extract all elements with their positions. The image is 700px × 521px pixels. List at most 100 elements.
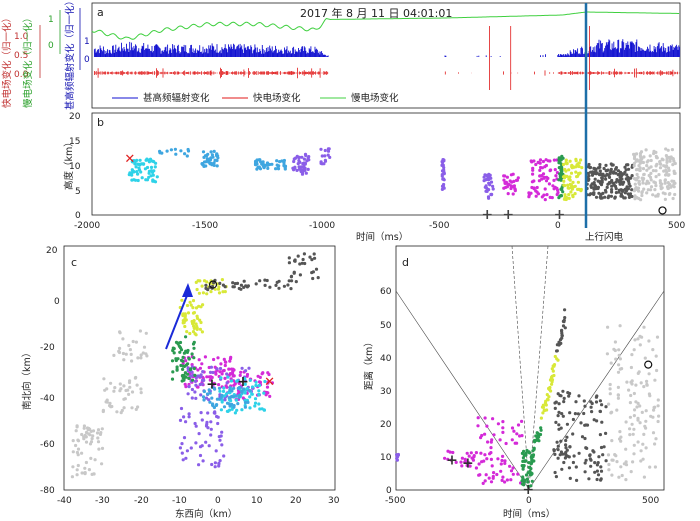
c-point bbox=[194, 322, 198, 326]
b-point bbox=[292, 157, 296, 161]
b-point bbox=[532, 179, 536, 183]
b-point bbox=[147, 171, 151, 175]
c-point bbox=[170, 377, 175, 381]
b-point bbox=[639, 198, 643, 202]
c-point bbox=[71, 439, 75, 443]
c-point bbox=[230, 394, 234, 398]
d-point bbox=[604, 405, 608, 409]
d-guide-right bbox=[528, 290, 665, 490]
d-point bbox=[597, 455, 601, 459]
b-point bbox=[571, 180, 575, 184]
d-point bbox=[503, 459, 507, 463]
b-point bbox=[209, 156, 213, 160]
c-point bbox=[213, 461, 217, 465]
c-point bbox=[253, 404, 257, 408]
c-point bbox=[242, 285, 246, 289]
c-point bbox=[242, 387, 246, 391]
c-point bbox=[198, 366, 202, 370]
c-point bbox=[229, 367, 234, 371]
b-point bbox=[442, 171, 446, 175]
c-point bbox=[210, 462, 214, 467]
b-point bbox=[602, 166, 606, 171]
d-point bbox=[600, 403, 604, 407]
c-point bbox=[193, 332, 197, 336]
d-point bbox=[651, 348, 655, 352]
c-point bbox=[237, 395, 241, 399]
b-point bbox=[155, 175, 159, 179]
c-ytick-m40: -40 bbox=[40, 394, 55, 404]
b-point bbox=[302, 157, 306, 161]
d-point bbox=[562, 400, 566, 404]
d-point bbox=[632, 452, 636, 456]
b-point bbox=[567, 196, 571, 200]
c-point bbox=[118, 331, 122, 335]
d-point bbox=[567, 455, 571, 459]
c-point bbox=[200, 284, 204, 288]
legend-vhf: 甚高频辐射变化 bbox=[143, 92, 210, 104]
c-point bbox=[113, 386, 117, 390]
b-point bbox=[441, 163, 445, 167]
c-point bbox=[193, 379, 198, 383]
c-point bbox=[198, 453, 203, 458]
b-point bbox=[215, 158, 219, 163]
c-point bbox=[222, 405, 227, 409]
c-point bbox=[190, 352, 194, 356]
b-point bbox=[549, 168, 553, 172]
c-point bbox=[138, 329, 142, 333]
b-point bbox=[553, 168, 557, 172]
b-point bbox=[573, 192, 577, 196]
c-point bbox=[302, 252, 306, 256]
c-point bbox=[222, 357, 226, 361]
b-point bbox=[562, 183, 566, 187]
c-point bbox=[198, 318, 202, 322]
b-point bbox=[568, 178, 572, 182]
d-point bbox=[624, 463, 629, 467]
d-point bbox=[630, 422, 634, 426]
c-point bbox=[181, 312, 186, 316]
c-point bbox=[188, 300, 192, 304]
c-point bbox=[208, 378, 212, 382]
b-point bbox=[556, 190, 560, 195]
c-point bbox=[215, 397, 219, 401]
b-point bbox=[566, 183, 570, 187]
c-point bbox=[130, 390, 135, 394]
c-point bbox=[192, 346, 196, 350]
c-point bbox=[240, 390, 244, 394]
b-point bbox=[664, 173, 668, 177]
b-xtick-0: 0 bbox=[555, 221, 561, 231]
d-guide-dash-right bbox=[528, 245, 549, 490]
b-point bbox=[663, 179, 667, 183]
b-point bbox=[275, 163, 279, 167]
c-point bbox=[217, 386, 222, 390]
d-point bbox=[564, 438, 568, 443]
b-point bbox=[570, 165, 574, 169]
b-point bbox=[630, 194, 634, 199]
b-point bbox=[326, 149, 331, 153]
d-point bbox=[642, 475, 647, 479]
b-point bbox=[588, 193, 592, 197]
b-point bbox=[618, 170, 623, 174]
d-point bbox=[554, 400, 558, 404]
d-point bbox=[619, 465, 623, 469]
b-point bbox=[140, 176, 144, 180]
d-point bbox=[518, 434, 522, 438]
d-point bbox=[615, 460, 619, 464]
d-point bbox=[572, 454, 576, 458]
b-plus-marker: + bbox=[502, 207, 514, 223]
b-point bbox=[545, 193, 549, 197]
c-point bbox=[128, 385, 132, 389]
b-point bbox=[502, 178, 506, 182]
d-point bbox=[460, 464, 464, 468]
b-point bbox=[642, 173, 646, 177]
b-point bbox=[301, 170, 305, 174]
b-point bbox=[298, 160, 302, 164]
b-point bbox=[636, 186, 641, 190]
c-point bbox=[258, 375, 262, 379]
c-point bbox=[122, 397, 126, 401]
b-point bbox=[637, 181, 641, 185]
c-point bbox=[213, 410, 217, 414]
c-point bbox=[245, 387, 249, 391]
b-ytick-0: 0 bbox=[75, 211, 81, 221]
c-xtick-0: 0 bbox=[215, 496, 221, 506]
d-plus-marker: + bbox=[522, 482, 534, 498]
